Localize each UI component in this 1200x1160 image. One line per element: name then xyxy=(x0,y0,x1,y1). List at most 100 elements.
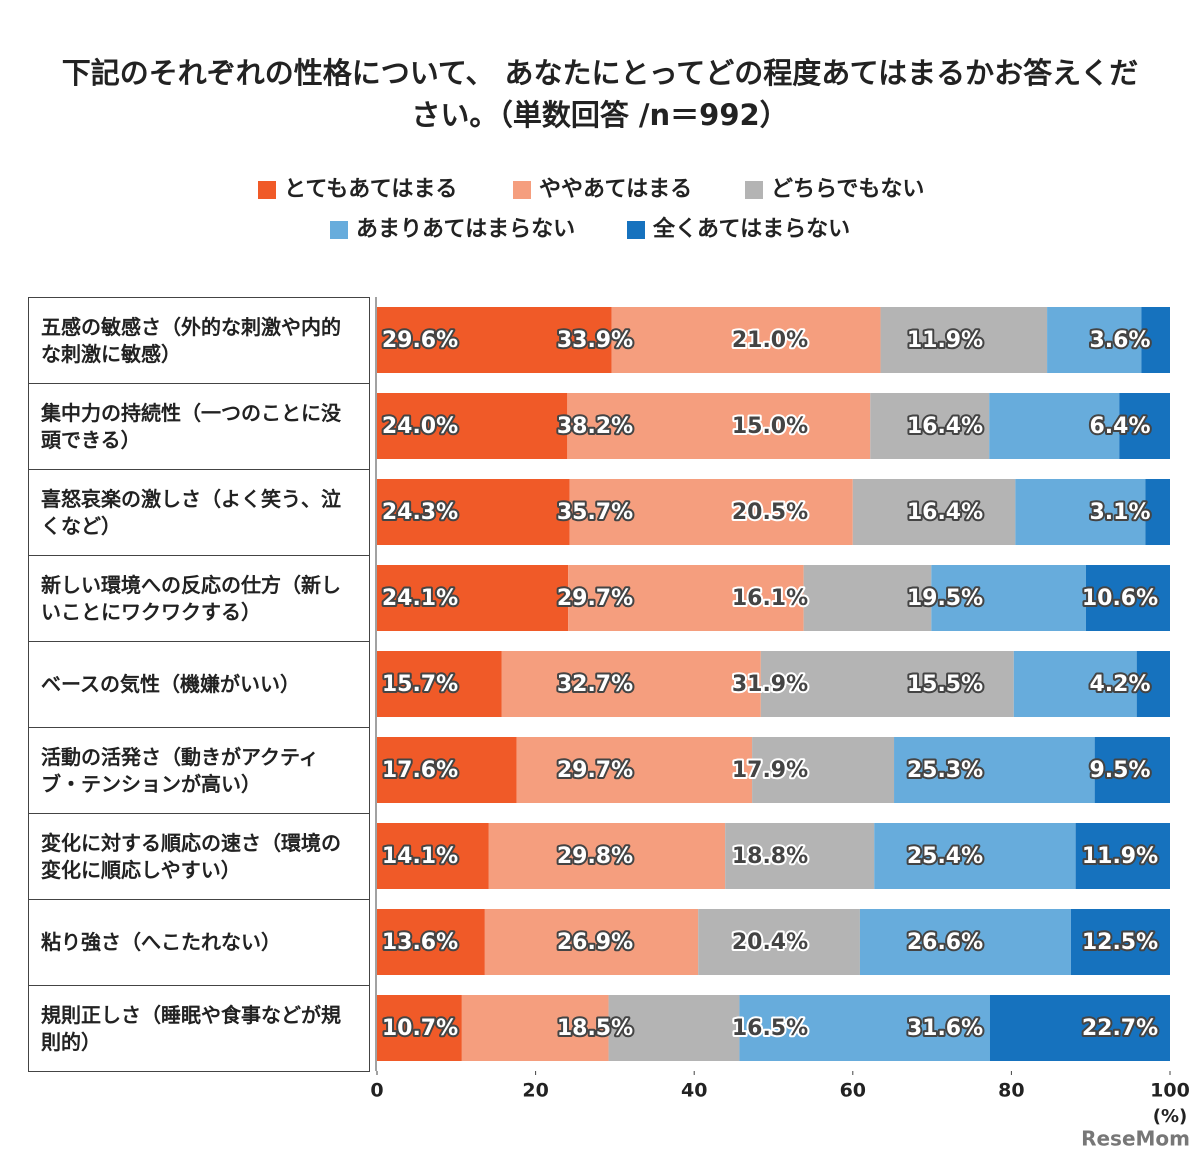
value-label: 29.8% xyxy=(557,844,633,869)
bar-segment xyxy=(377,479,570,545)
bar-segment xyxy=(377,737,517,803)
bar-segment xyxy=(760,651,1014,717)
category-label: 集中力の持続性（一つのことに没頭できる） xyxy=(28,383,370,470)
value-label: 17.9% xyxy=(732,758,808,783)
value-label: 15.0% xyxy=(732,414,808,439)
legend-label: どちらでもない xyxy=(771,177,924,202)
bar-segment xyxy=(1136,651,1170,717)
bar-segment xyxy=(568,565,804,631)
bar-segment xyxy=(1075,823,1170,889)
bar-segment xyxy=(725,823,875,889)
value-label: 15.7% xyxy=(382,672,458,697)
bar-segment xyxy=(852,479,1016,545)
bar-segment xyxy=(488,823,726,889)
value-label: 32.7% xyxy=(557,672,633,697)
legend-label: あまりあてはまらない xyxy=(356,217,575,242)
value-label: 4.2% xyxy=(1089,672,1150,697)
value-label: 6.4% xyxy=(1089,414,1150,439)
value-label: 33.9% xyxy=(557,328,633,353)
x-tick-label: 80 xyxy=(998,1080,1024,1102)
legend-swatch xyxy=(330,221,348,239)
bar-segment xyxy=(931,565,1086,631)
value-label: 29.6% xyxy=(382,328,458,353)
value-label: 24.1% xyxy=(382,586,458,611)
bar-segment xyxy=(461,995,609,1061)
bar-segment xyxy=(377,995,462,1061)
value-label: 24.0% xyxy=(382,414,458,439)
bar-segment xyxy=(611,307,881,373)
value-label: 3.1% xyxy=(1089,500,1150,525)
value-label: 11.9% xyxy=(1082,844,1158,869)
x-tick-label: 100 xyxy=(1150,1080,1190,1102)
value-label: 16.4% xyxy=(907,414,983,439)
category-label: 五感の敏感さ（外的な刺激や内的な刺激に敏感） xyxy=(28,297,370,384)
value-label: 25.3% xyxy=(907,758,983,783)
bar-segment xyxy=(989,995,1170,1061)
category-label: 粘り強さ（へこたれない） xyxy=(28,899,370,986)
value-label: 29.7% xyxy=(557,758,633,783)
bar-segment xyxy=(1015,479,1146,545)
value-label: 3.6% xyxy=(1089,328,1150,353)
x-tick-label: 60 xyxy=(840,1080,866,1102)
value-label: 38.2% xyxy=(557,414,633,439)
value-label: 29.7% xyxy=(557,586,633,611)
bar-segment xyxy=(1047,307,1142,373)
bar-segment xyxy=(1119,393,1170,459)
bar-segment xyxy=(1085,565,1170,631)
legend-swatch xyxy=(258,181,276,199)
value-label: 17.6% xyxy=(382,758,458,783)
value-label: 9.5% xyxy=(1089,758,1150,783)
value-label: 24.3% xyxy=(382,500,458,525)
bar-segment xyxy=(739,995,990,1061)
value-label: 16.4% xyxy=(907,500,983,525)
bar-segment xyxy=(1013,651,1137,717)
bar-segment xyxy=(874,823,1076,889)
value-label: 13.6% xyxy=(382,930,458,955)
bar-segment xyxy=(752,737,895,803)
legend-label: ややあてはまる xyxy=(539,177,692,202)
value-label: 10.7% xyxy=(382,1016,458,1041)
bar-segment xyxy=(377,823,489,889)
bar-segment xyxy=(880,307,1048,373)
chart-title: 下記のそれぞれの性格について、 あなたにとってどの程度あてはまるかお答えください… xyxy=(61,56,1139,132)
bar-segment xyxy=(803,565,932,631)
legend-swatch xyxy=(745,181,763,199)
bar-segment xyxy=(608,995,740,1061)
bar-segment xyxy=(1070,909,1170,975)
value-label: 18.5% xyxy=(557,1016,633,1041)
category-label: ベースの気性（機嫌がいい） xyxy=(28,641,370,728)
x-tick-label: 20 xyxy=(522,1080,548,1102)
bar-segment xyxy=(1094,737,1170,803)
x-tick-label: 0 xyxy=(370,1080,383,1102)
bar-segment xyxy=(567,393,871,459)
value-label: 14.1% xyxy=(382,844,458,869)
bar-segment xyxy=(894,737,1095,803)
category-label: 規則正しさ（睡眠や食事などが規則的） xyxy=(28,985,370,1072)
bar-segment xyxy=(569,479,853,545)
value-label: 31.9% xyxy=(732,672,808,697)
value-label: 31.6% xyxy=(907,1016,983,1041)
value-label: 16.5% xyxy=(732,1016,808,1041)
value-label: 22.7% xyxy=(1082,1016,1158,1041)
value-label: 10.6% xyxy=(1082,586,1158,611)
legend-swatch xyxy=(627,221,645,239)
value-label: 18.8% xyxy=(732,844,808,869)
bar-segment xyxy=(698,909,860,975)
category-label: 活動の活発さ（動きがアクティブ・テンションが高い） xyxy=(28,727,370,814)
value-label: 16.1% xyxy=(732,586,808,611)
x-axis-label: (%) xyxy=(1153,1106,1188,1127)
value-label: 12.5% xyxy=(1082,930,1158,955)
bar-segment xyxy=(1145,479,1170,545)
value-label: 35.7% xyxy=(557,500,633,525)
value-label: 26.9% xyxy=(557,930,633,955)
legend-label: 全くあてはまらない xyxy=(652,216,850,242)
value-label: 26.6% xyxy=(907,930,983,955)
bar-segment xyxy=(870,393,990,459)
bar-segment xyxy=(989,393,1120,459)
value-label: 20.5% xyxy=(732,500,808,525)
bar-segment xyxy=(859,909,1071,975)
x-tick-label: 40 xyxy=(681,1080,707,1102)
value-label: 25.4% xyxy=(907,844,983,869)
